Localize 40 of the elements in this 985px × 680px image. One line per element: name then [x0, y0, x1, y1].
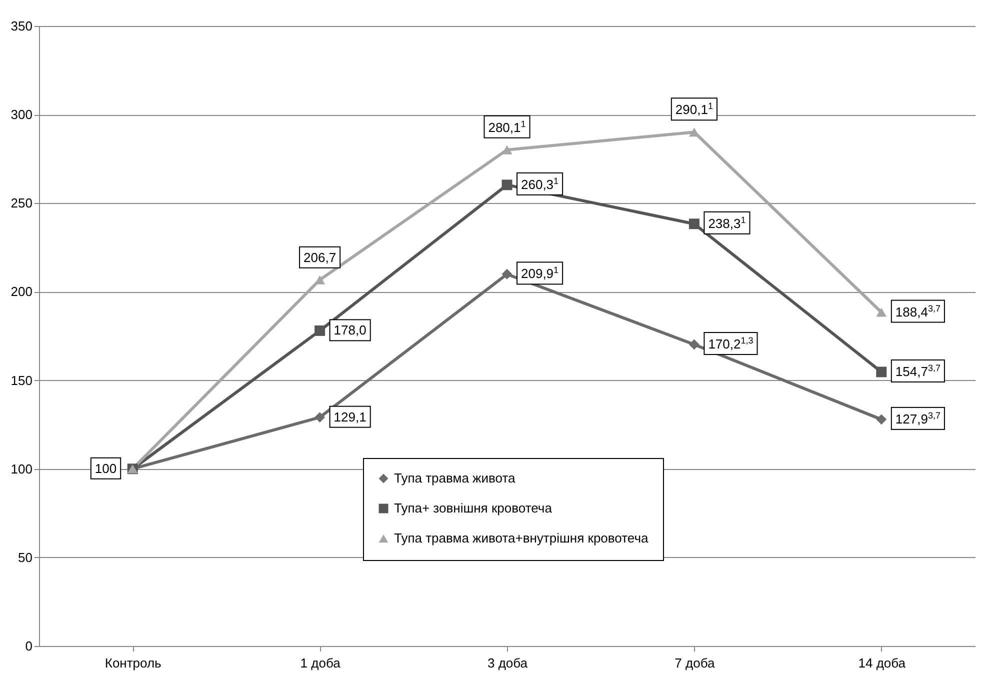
y-tick-label: 150 [10, 372, 32, 388]
legend-label: Тупа+ зовнішня кровотеча [394, 500, 553, 516]
x-tick-label: 1 доба [300, 656, 342, 670]
y-tick-label: 300 [10, 107, 32, 122]
point [876, 366, 887, 378]
point [314, 275, 326, 284]
data-label: 127,9$^{3,7}$ [895, 410, 940, 426]
point [876, 414, 887, 425]
data-label: 290,1$^{1}$ [675, 101, 713, 118]
y-tick-label: 0 [25, 638, 32, 654]
data-label: 209,9$^{1}$ [521, 265, 559, 282]
data-label: 154,7$^{3,7}$ [895, 362, 940, 379]
data-label: 238,3$^{1}$ [708, 214, 746, 231]
point [688, 218, 700, 230]
data-label: 100 [94, 460, 117, 476]
point [314, 412, 326, 423]
x-tick-label: 3 доба [487, 656, 528, 670]
x-tick-label: Контроль [104, 656, 162, 670]
point [876, 308, 887, 317]
x-tick-label: 14 доба [858, 656, 906, 670]
data-label: 280,1$^{1}$ [488, 118, 526, 135]
data-label: 188,4$^{3,7}$ [895, 303, 940, 320]
data-label: 170,2$^{1,3}$ [708, 336, 754, 352]
point [502, 145, 512, 154]
point [314, 325, 326, 336]
data-label: 129,1 [334, 409, 366, 424]
x-tick-label: 7 доба [674, 656, 716, 670]
y-tick-label: 250 [10, 196, 32, 211]
y-tick-label: 350 [10, 18, 32, 34]
y-tick-label: 100 [10, 461, 32, 476]
data-label: 178,0 [334, 322, 366, 338]
point [502, 180, 512, 190]
y-tick-label: 200 [10, 284, 32, 300]
point [502, 268, 512, 280]
data-label: 206,7 [304, 250, 336, 265]
y-tick-label: 50 [18, 550, 32, 565]
legend-label: Тупа травма живота [394, 470, 516, 486]
point [688, 339, 700, 350]
data-label: 260,3$^{1}$ [521, 176, 559, 192]
legend-label: Тупа травма живота+внутрішня кровотеча [394, 530, 649, 546]
